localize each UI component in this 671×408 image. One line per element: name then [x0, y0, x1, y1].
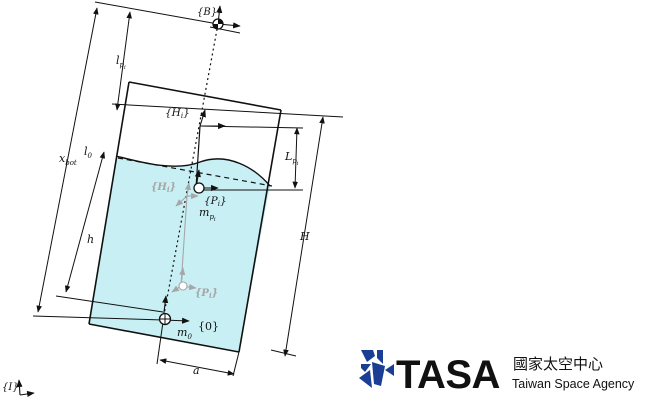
- tank-mass-label: m0: [177, 326, 192, 341]
- ghost-hinge-frame-label: {Hi}: [151, 182, 176, 194]
- undisturbed-surface-line: [117, 157, 273, 187]
- a-dimension: [159, 358, 235, 376]
- liquid-volume: [89, 156, 270, 352]
- tank-frame-label: {0}: [198, 320, 219, 333]
- ghost-pendulum-frame-label: {Pi}: [195, 288, 218, 300]
- L-p-label: Lpi: [284, 150, 299, 167]
- l-0-dimension: [64, 151, 106, 293]
- body-frame-label: {B}: [197, 7, 217, 18]
- dimension-arrows: [36, 7, 325, 376]
- tasa-emblem-icon: [359, 350, 394, 388]
- x-bot-label: xbot: [59, 152, 77, 167]
- a-label: a: [193, 364, 200, 377]
- H-dimension: [283, 116, 325, 357]
- inertial-frame-marker: [16, 379, 35, 398]
- tasa-chinese-name: 國家太空中心: [513, 356, 603, 373]
- tank-centerline: [162, 23, 219, 321]
- body-frame-marker: [212, 5, 241, 30]
- h-label: h: [87, 233, 94, 246]
- pendulum-mass-marker: [193, 169, 219, 194]
- H-label: H: [299, 230, 310, 243]
- tasa-logo: TASA 國家太空中心 Taiwan Space Agency: [359, 350, 635, 397]
- l-p-label: lpi: [116, 54, 126, 71]
- ghost-pendulum: [171, 182, 199, 293]
- inertial-frame-label: {I}: [2, 382, 19, 393]
- l-0-label: l0: [84, 145, 93, 160]
- l-p-dimension: [115, 11, 132, 111]
- pendulum-frame-label: {Pi}: [204, 195, 227, 208]
- hinge-frame-axes: [199, 109, 226, 130]
- tank-frame-marker: [158, 295, 190, 326]
- tasa-brand-text: TASA: [396, 353, 500, 397]
- hinge-frame-label: {Hi}: [165, 107, 190, 120]
- tasa-english-name: Taiwan Space Agency: [512, 377, 635, 391]
- pendulum-mass-label: mpi: [199, 206, 216, 223]
- pendulum-rod: [195, 125, 201, 189]
